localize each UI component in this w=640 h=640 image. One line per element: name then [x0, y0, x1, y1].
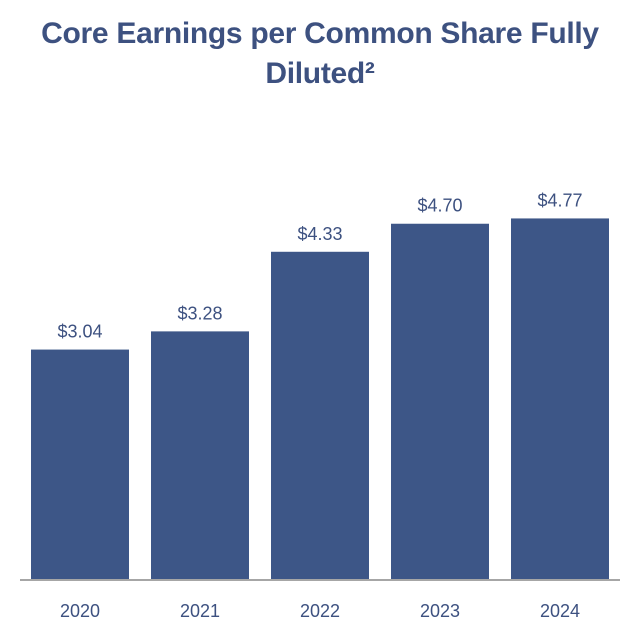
bar-2023 [391, 223, 489, 581]
data-label-2022: $4.33 [297, 224, 342, 244]
bars-group [31, 218, 609, 581]
bar-2021 [151, 331, 249, 580]
x-tick-label-2023: 2023 [420, 601, 460, 621]
data-label-2023: $4.70 [417, 196, 462, 216]
data-label-2020: $3.04 [57, 322, 102, 342]
x-tick-labels-group: 2020 2021 2022 2023 2024 [60, 601, 580, 621]
chart-title-line-2: Diluted² [265, 57, 375, 90]
bar-2024 [511, 218, 609, 580]
bar-2022 [271, 251, 369, 580]
x-tick-label-2022: 2022 [300, 601, 340, 621]
bar-2020 [31, 349, 129, 580]
data-label-2021: $3.28 [177, 303, 222, 323]
x-tick-label-2024: 2024 [540, 601, 580, 621]
chart-title-line-1: Core Earnings per Common Share Fully [41, 17, 599, 50]
x-tick-label-2021: 2021 [180, 601, 220, 621]
data-label-2024: $4.77 [537, 190, 582, 210]
data-labels-group: $3.04 $3.28 $4.33 $4.70 $4.77 [57, 190, 582, 341]
chart-title: Core Earnings per Common Share Fully Dil… [20, 14, 620, 94]
x-tick-label-2020: 2020 [60, 601, 100, 621]
